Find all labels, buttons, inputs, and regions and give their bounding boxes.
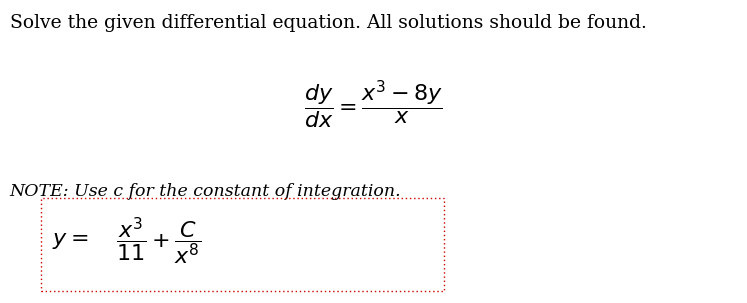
Text: Solve the given differential equation. All solutions should be found.: Solve the given differential equation. A… xyxy=(10,14,647,32)
Text: $\dfrac{x^3}{11} + \dfrac{C}{x^8}$: $\dfrac{x^3}{11} + \dfrac{C}{x^8}$ xyxy=(116,215,201,267)
Text: $\dfrac{dy}{dx} = \dfrac{x^3 - 8y}{x}$: $\dfrac{dy}{dx} = \dfrac{x^3 - 8y}{x}$ xyxy=(304,78,443,131)
Text: NOTE: Use c for the constant of integration.: NOTE: Use c for the constant of integrat… xyxy=(10,183,401,200)
Text: $y =$: $y =$ xyxy=(52,231,89,251)
Bar xyxy=(41,198,444,291)
